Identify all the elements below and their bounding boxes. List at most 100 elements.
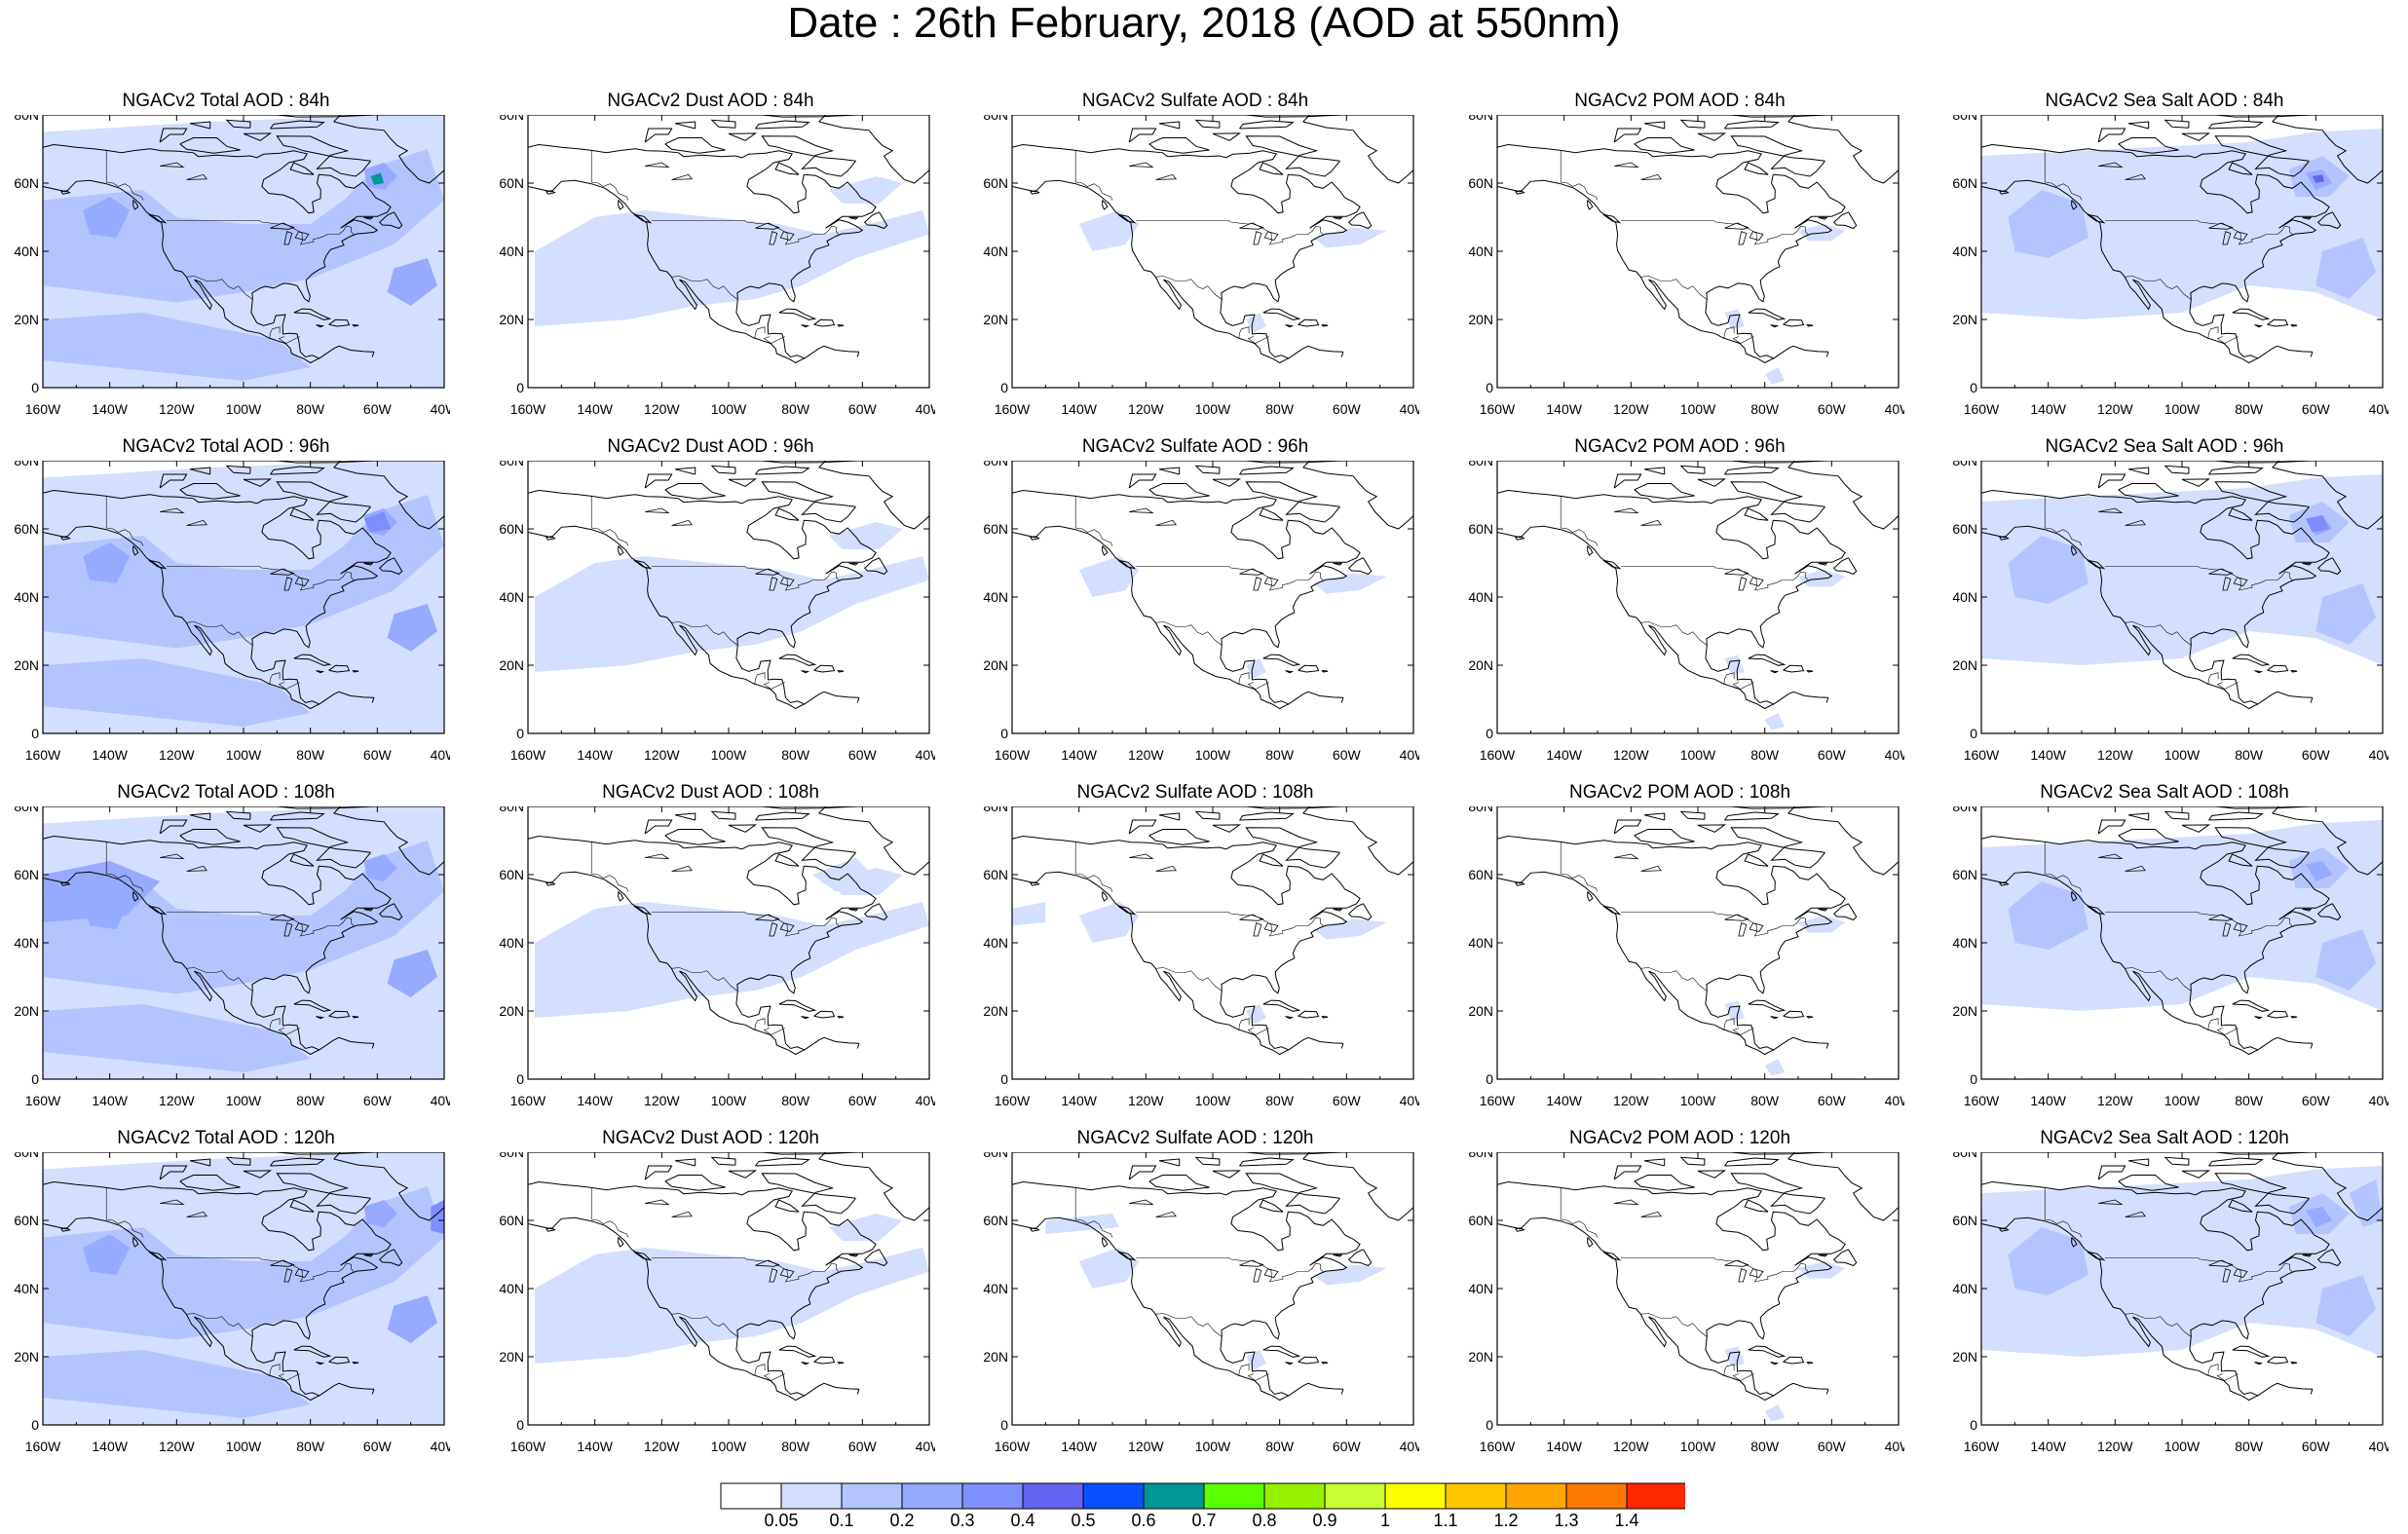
coastline xyxy=(363,562,374,566)
lon-tick-label: 140W xyxy=(577,1439,613,1454)
country-border xyxy=(278,682,300,690)
lat-tick-label: 80N xyxy=(1468,115,1493,123)
coastline xyxy=(856,1043,859,1049)
aod-region xyxy=(1313,1264,1387,1286)
country-border xyxy=(2125,276,2192,300)
lon-tick-label: 60W xyxy=(1333,1093,1362,1108)
colorbar-label: 0.05 xyxy=(764,1511,798,1529)
lat-tick-label: 80N xyxy=(1952,806,1977,814)
coastline xyxy=(1514,190,1525,195)
coastline xyxy=(778,1345,816,1358)
country-border xyxy=(2216,1373,2239,1381)
coastline xyxy=(1321,324,1329,327)
colorbar-label: 0.6 xyxy=(1131,1511,1155,1529)
lake-outline xyxy=(1613,853,1639,859)
lon-tick-label: 140W xyxy=(1061,747,1097,763)
coastline xyxy=(60,190,71,195)
coastline xyxy=(674,121,696,130)
lat-tick-label: 0 xyxy=(31,726,39,741)
country-border xyxy=(167,1257,355,1283)
coastline xyxy=(43,525,374,710)
lat-tick-label: 60N xyxy=(499,867,524,882)
lat-tick-label: 20N xyxy=(1468,1003,1493,1019)
coastline xyxy=(1679,1156,1705,1166)
coastline xyxy=(293,654,332,666)
coastline xyxy=(270,120,325,130)
coastline xyxy=(2181,824,2211,833)
lake-outline xyxy=(1723,222,1750,230)
lon-tick-label: 80W xyxy=(2235,401,2264,417)
aod-region xyxy=(363,1200,397,1227)
aod-region xyxy=(1313,227,1387,248)
coastline xyxy=(1832,1249,1857,1267)
lake-outline xyxy=(2208,1259,2234,1267)
coastline xyxy=(352,324,359,327)
coastline xyxy=(812,1356,835,1365)
lon-tick-label: 40W xyxy=(1400,1439,1419,1454)
country-border xyxy=(167,912,355,937)
lon-tick-label: 40W xyxy=(2369,401,2389,417)
aod-region xyxy=(1246,313,1266,333)
lake-outline xyxy=(2098,853,2124,859)
country-border xyxy=(1155,967,1223,991)
aod-region xyxy=(370,172,385,185)
coastline xyxy=(644,128,672,143)
coastline xyxy=(1245,135,1340,177)
coastline xyxy=(1723,811,1780,821)
colorbar-svg: 0.05 0.1 0.2 0.3 0.4 0.5 0.6 0.7 0.8 0.9 1 1.1 1.2 1.… xyxy=(720,1482,1688,1530)
lon-tick-label: 160W xyxy=(509,747,546,763)
lat-tick-label: 60N xyxy=(499,521,524,537)
country-border xyxy=(105,150,144,201)
coastline xyxy=(1981,1216,2313,1402)
coastline xyxy=(2272,806,2383,876)
country-border xyxy=(2105,566,2293,591)
coastline xyxy=(1259,853,1284,867)
lat-tick-label: 80N xyxy=(983,1152,1008,1160)
lon-tick-label: 80W xyxy=(1750,747,1780,763)
lat-tick-label: 0 xyxy=(1970,726,1977,741)
lake-outline xyxy=(1129,1199,1154,1205)
coastline xyxy=(333,461,444,530)
lake-outline xyxy=(754,568,780,576)
coastline xyxy=(1723,1157,1780,1167)
map-panel-dust-96h: NGACv2 Dust AOD : 96h 0 20N 40N 60N 80N 160W 14… xyxy=(487,437,935,778)
lat-tick-label: 80N xyxy=(1952,1152,1977,1160)
map-plot: 0 20N 40N 60N 80N 160W 140W 120W 100W 80W 60W 40W xyxy=(971,806,1419,1124)
coastline xyxy=(1805,670,1813,673)
country-border xyxy=(1723,326,1734,339)
country-border xyxy=(1074,1187,1113,1238)
lat-tick-label: 60N xyxy=(14,867,39,882)
coastline xyxy=(293,1345,332,1358)
colorbar-label: 1 xyxy=(1380,1511,1390,1529)
aod-region xyxy=(1246,1004,1266,1025)
country-border xyxy=(670,621,737,646)
lon-tick-label: 120W xyxy=(159,1439,195,1454)
coastline xyxy=(1321,670,1329,673)
lake-outline xyxy=(1253,922,1262,937)
coastline xyxy=(2228,162,2253,175)
coastline xyxy=(617,200,623,210)
coastline xyxy=(1158,812,1181,821)
country-border xyxy=(1238,1364,1250,1376)
coastline xyxy=(1347,211,1373,230)
country-border xyxy=(1639,1313,1707,1337)
lon-tick-label: 160W xyxy=(1964,1439,2000,1454)
lon-tick-label: 100W xyxy=(1195,747,1231,763)
coastline xyxy=(1586,1237,1593,1248)
coastline xyxy=(2163,1156,2190,1166)
country-border xyxy=(1560,842,1598,892)
lat-tick-label: 0 xyxy=(516,1071,524,1087)
coastline xyxy=(1613,819,1641,835)
coastline xyxy=(2208,811,2264,821)
lon-tick-label: 160W xyxy=(509,1093,546,1108)
coastline xyxy=(189,121,211,130)
lon-tick-label: 100W xyxy=(1679,1439,1715,1454)
lat-tick-label: 40N xyxy=(1952,1281,1977,1296)
coastline xyxy=(1613,128,1641,143)
lon-tick-label: 40W xyxy=(1884,1439,1903,1454)
country-border xyxy=(1247,1373,1269,1381)
country-border xyxy=(1620,1257,1809,1283)
coastline xyxy=(1805,1016,1813,1019)
coastline xyxy=(1245,1152,1345,1155)
aod-region xyxy=(2008,1227,2088,1295)
